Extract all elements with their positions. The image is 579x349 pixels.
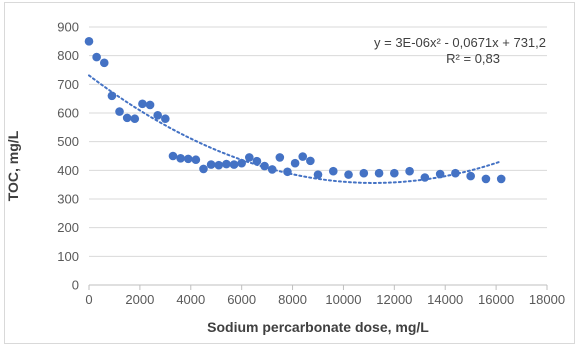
- x-tick-label: 12000: [376, 292, 412, 307]
- data-point: [481, 174, 491, 184]
- data-point: [138, 99, 147, 109]
- data-point: [237, 158, 246, 168]
- data-point: [313, 170, 323, 179]
- data-point: [420, 173, 430, 182]
- data-point: [252, 156, 262, 166]
- data-point: [183, 154, 193, 164]
- data-point: [298, 152, 308, 161]
- data-point: [161, 114, 170, 124]
- data-point: [283, 167, 292, 177]
- data-point: [496, 174, 506, 184]
- data-point: [229, 160, 239, 169]
- data-point: [451, 168, 460, 178]
- x-tick-label: 18000: [529, 292, 565, 307]
- data-point: [466, 171, 475, 181]
- data-point: [145, 100, 155, 110]
- x-tick-label: 2000: [125, 292, 154, 307]
- axes: [88, 284, 548, 290]
- data-point: [92, 52, 101, 62]
- data-point: [306, 156, 315, 166]
- data-point: [405, 166, 414, 176]
- data-point: [130, 114, 140, 124]
- y-tick-label: 0: [72, 278, 79, 293]
- x-tick-label: 14000: [427, 292, 463, 307]
- x-tick-label: 16000: [478, 292, 514, 307]
- y-tick-label: 200: [57, 220, 79, 235]
- x-tick-labels: 0 2000 4000 6000 8000 10000 12000 14000 16000 180…: [85, 292, 565, 307]
- data-point: [390, 168, 399, 178]
- data-point: [374, 168, 384, 178]
- data-point: [245, 153, 254, 162]
- data-point: [359, 168, 369, 178]
- data-point: [122, 113, 132, 123]
- data-point: [344, 170, 353, 179]
- data-point: [153, 110, 162, 120]
- data-point: [435, 169, 445, 179]
- y-tick-label: 600: [57, 106, 79, 121]
- data-point: [214, 160, 224, 170]
- data-point: [191, 155, 201, 165]
- data-point: [176, 153, 185, 163]
- x-tick-label: 6000: [227, 292, 256, 307]
- y-tick-label: 300: [57, 192, 79, 207]
- trendline: [88, 74, 503, 184]
- x-tick-label: 10000: [325, 292, 361, 307]
- data-point: [260, 161, 269, 171]
- x-tick-label: 0: [85, 292, 92, 307]
- x-tick-label: 8000: [278, 292, 307, 307]
- x-tick-label: 4000: [176, 292, 205, 307]
- trendline-layer: [88, 74, 503, 184]
- x-axis-label: Sodium percarbonate dose, mg/L: [207, 319, 429, 335]
- data-point: [275, 153, 285, 162]
- data-point: [206, 160, 216, 169]
- y-tick-label: 900: [57, 20, 79, 35]
- data-point: [115, 107, 124, 116]
- data-point: [267, 165, 277, 174]
- y-tick-label: 700: [57, 77, 79, 92]
- data-point: [84, 37, 94, 46]
- trendline-r-squared: R² = 0,83: [446, 51, 500, 66]
- y-tick-label: 500: [57, 134, 79, 149]
- data-point: [107, 91, 117, 101]
- gridlines: [89, 26, 547, 257]
- data-points: [84, 37, 506, 184]
- data-point: [199, 164, 208, 174]
- data-point: [328, 166, 338, 176]
- y-tick-label: 800: [57, 48, 79, 63]
- data-point: [99, 58, 109, 68]
- data-point: [168, 151, 178, 161]
- data-point: [290, 158, 300, 168]
- y-axis-label: TOC, mg/L: [5, 130, 21, 201]
- y-tick-label: 100: [57, 249, 79, 264]
- y-tick-labels: 0 100 200 300 400 500 600 700 800 900: [57, 20, 79, 293]
- data-point: [222, 159, 231, 169]
- y-tick-label: 400: [57, 163, 79, 178]
- trendline-equation: y = 3E-06x² - 0,0671x + 731,2: [374, 35, 546, 50]
